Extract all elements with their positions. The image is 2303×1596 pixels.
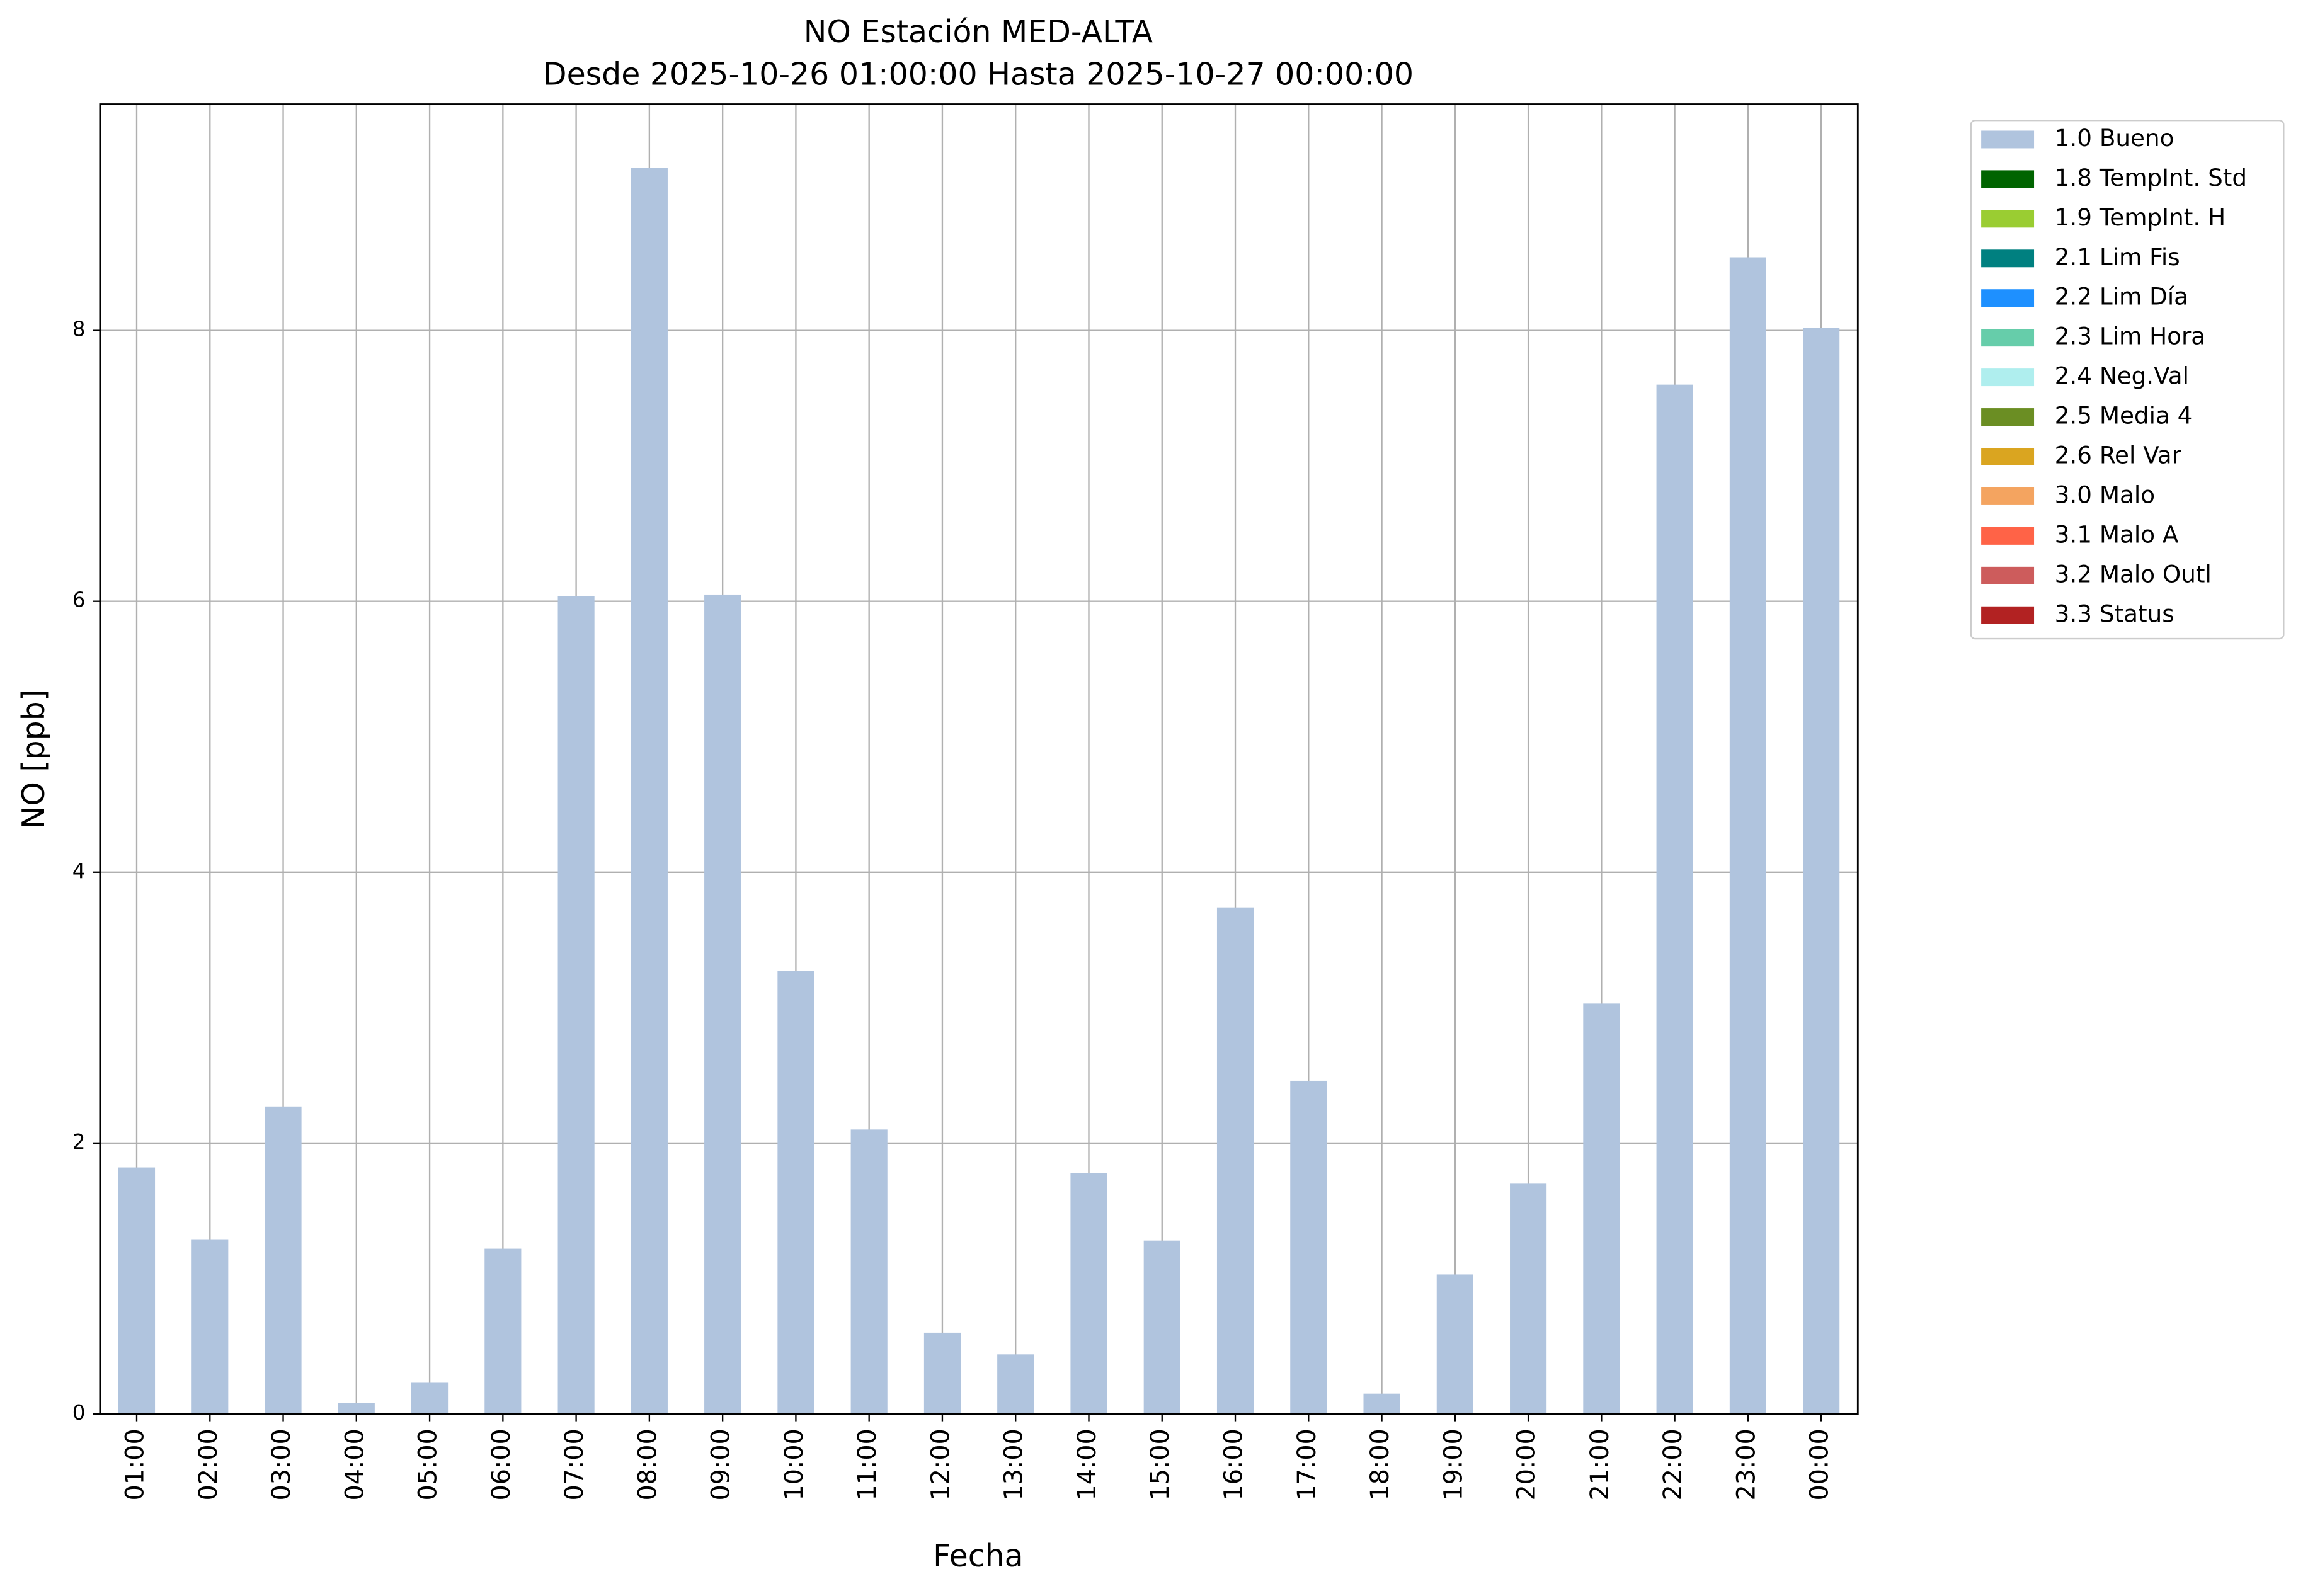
x-tick-label: 18:00 [1366, 1428, 1395, 1500]
x-tick-label: 02:00 [194, 1428, 223, 1500]
legend-label: 3.1 Malo A [2055, 520, 2179, 548]
x-tick-label: 12:00 [926, 1428, 955, 1500]
legend-swatch [1981, 448, 2035, 465]
bar [1583, 1003, 1620, 1414]
x-tick-label: 15:00 [1146, 1428, 1175, 1500]
x-tick-label: 10:00 [780, 1428, 809, 1500]
legend-swatch [1981, 289, 2035, 307]
legend-label: 1.9 TempInt. H [2055, 203, 2226, 231]
x-tick-label: 23:00 [1732, 1428, 1761, 1500]
bar [1216, 907, 1254, 1414]
plot-frame [99, 103, 1859, 1415]
bar [1070, 1173, 1107, 1414]
bar [1290, 1080, 1327, 1414]
bar [1510, 1183, 1547, 1414]
legend-label: 1.0 Bueno [2055, 124, 2174, 152]
bar [1803, 328, 1840, 1414]
bar [338, 1403, 375, 1414]
bar [923, 1332, 961, 1414]
legend-label: 3.2 Malo Outl [2055, 560, 2212, 588]
x-tick-label: 13:00 [1000, 1428, 1029, 1500]
bar [118, 1167, 156, 1414]
x-tick-label: 16:00 [1220, 1428, 1249, 1500]
y-tick-label: 4 [72, 859, 86, 883]
legend-swatch [1981, 487, 2035, 505]
x-tick-label: 09:00 [707, 1428, 736, 1500]
x-tick-label: 22:00 [1659, 1428, 1688, 1500]
bar [997, 1354, 1034, 1414]
legend-swatch [1981, 408, 2035, 426]
x-tick-label: 07:00 [560, 1428, 589, 1500]
legend-items: 1.0 Bueno 1.8 TempInt. Std 1.9 TempInt. H 2… [1981, 124, 2247, 627]
legend-swatch [1981, 329, 2035, 347]
legend-label: 3.0 Malo [2055, 481, 2155, 508]
legend-label: 2.1 Lim Fis [2055, 243, 2180, 271]
y-tick-label: 2 [72, 1130, 86, 1154]
legend-label: 3.3 Status [2055, 600, 2174, 627]
x-tick-label: 01:00 [121, 1428, 150, 1500]
bar [557, 596, 595, 1414]
x-tick-label: 05:00 [414, 1428, 443, 1500]
bar [265, 1106, 302, 1414]
legend-swatch [1981, 210, 2035, 228]
bar [411, 1382, 449, 1414]
bar [850, 1129, 888, 1414]
legend-swatch [1981, 249, 2035, 268]
bar [631, 168, 668, 1414]
legend-swatch [1981, 130, 2035, 149]
bar [1656, 384, 1693, 1414]
x-axis-label: Fecha [933, 1538, 1024, 1574]
legend-swatch [1981, 527, 2035, 545]
x-tick-label: 19:00 [1439, 1428, 1468, 1500]
legend-swatch [1981, 566, 2035, 584]
x-tick-label: 04:00 [340, 1428, 369, 1500]
bar [777, 971, 814, 1414]
legend-label: 2.5 Media 4 [2055, 402, 2193, 430]
x-tick-label: 03:00 [267, 1428, 296, 1500]
chart-title: NO Estación MED-ALTA [804, 14, 1153, 50]
x-tick-label: 08:00 [633, 1428, 662, 1500]
y-tick-label: 8 [72, 317, 86, 341]
bar [704, 594, 741, 1414]
legend-label: 2.3 Lim Hora [2055, 322, 2205, 350]
bar [484, 1248, 522, 1414]
x-tick-label: 11:00 [853, 1428, 882, 1500]
plot-area: 0 2 4 6 8 01:00 02:00 03:00 04:00 05:00 06:00 07:00… [72, 104, 1858, 1500]
x-tick-label: 14:00 [1073, 1428, 1102, 1500]
y-tick-label: 6 [72, 588, 86, 612]
legend-label: 1.8 TempInt. Std [2055, 164, 2247, 191]
bar [1729, 257, 1766, 1414]
x-tick-label: 21:00 [1586, 1428, 1614, 1500]
chart-subtitle: Desde 2025-10-26 01:00:00 Hasta 2025-10-… [543, 57, 1414, 93]
x-tick-label: 17:00 [1293, 1428, 1322, 1500]
legend-swatch [1981, 606, 2035, 624]
legend [1970, 119, 2285, 640]
legend-swatch [1981, 368, 2035, 387]
y-tick-label: 0 [72, 1401, 86, 1425]
legend-label: 2.2 Lim Día [2055, 283, 2188, 311]
legend-label: 2.4 Neg.Val [2055, 362, 2189, 390]
bar [1143, 1240, 1180, 1414]
bar [191, 1239, 229, 1414]
bar [1436, 1274, 1473, 1414]
legend-swatch [1981, 170, 2035, 188]
x-tick-label: 20:00 [1512, 1428, 1541, 1500]
legend-label: 2.6 Rel Var [2055, 441, 2182, 469]
x-tick-label: 06:00 [487, 1428, 516, 1500]
y-axis-label: NO [ppb] [16, 689, 52, 829]
bar [1363, 1393, 1400, 1414]
x-tick-label: 00:00 [1805, 1428, 1834, 1500]
